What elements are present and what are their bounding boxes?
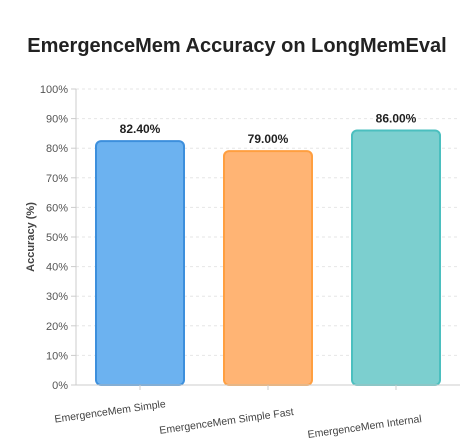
bar-0 <box>95 140 185 386</box>
data-label-2: 86.00% <box>376 111 417 125</box>
x-tick-label-2: EmergenceMem Internal <box>307 413 423 441</box>
x-tick-label-1: EmergenceMem Simple Fast <box>159 406 295 437</box>
x-tick-label-0: EmergenceMem Simple <box>54 398 167 425</box>
y-tick-label-5: 50% <box>46 232 68 244</box>
y-tick-label-0: 0% <box>52 380 68 392</box>
y-tick-label-6: 60% <box>46 202 68 214</box>
y-axis-label: Accuracy (%) <box>25 202 37 272</box>
data-labels: 82.40% 79.00% 86.00% <box>120 111 417 146</box>
bar-2 <box>351 129 441 386</box>
y-tick-label-3: 30% <box>46 291 68 303</box>
bars <box>95 129 441 386</box>
y-tick-label-10: 100% <box>40 84 68 96</box>
data-label-0: 82.40% <box>120 122 161 136</box>
chart-title: EmergenceMem Accuracy on LongMemEval <box>27 35 446 57</box>
bar-1 <box>223 150 313 386</box>
y-tick-label-9: 90% <box>46 114 68 126</box>
y-tick-label-2: 20% <box>46 321 68 333</box>
y-tick-label-7: 70% <box>46 173 68 185</box>
data-label-1: 79.00% <box>248 132 289 146</box>
y-tick-label-4: 40% <box>46 262 68 274</box>
y-tick-label-1: 10% <box>46 350 68 362</box>
y-tick-label-8: 80% <box>46 143 68 155</box>
y-axis-ticks: 0% 10% 20% 30% 40% 50% 60% 70% 80% 90% 100% <box>40 84 76 392</box>
